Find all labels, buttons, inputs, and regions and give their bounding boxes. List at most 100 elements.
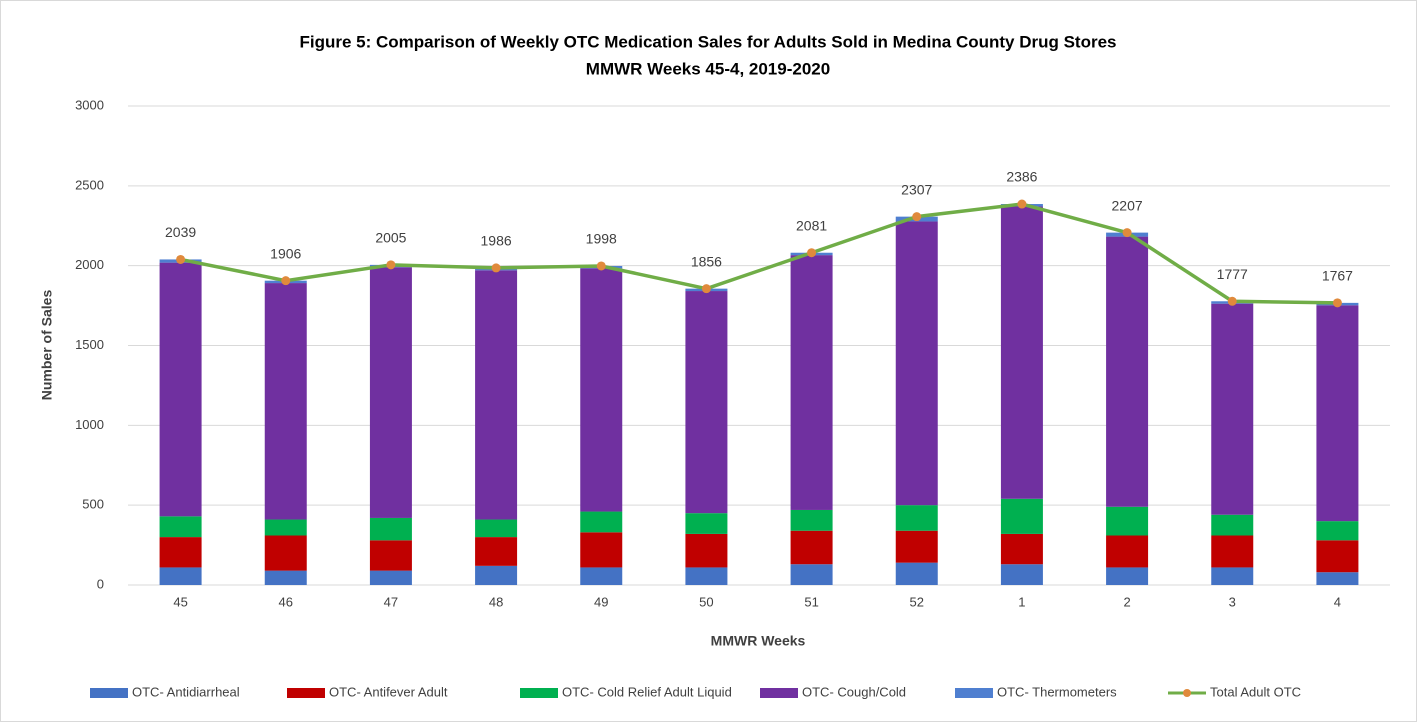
- bar-segment: [264, 570, 307, 585]
- x-tick-label: 50: [699, 594, 713, 609]
- bar-segment: [475, 270, 518, 520]
- data-label: 2207: [1112, 197, 1143, 213]
- data-label: 1906: [270, 245, 301, 261]
- bar-segment: [1316, 305, 1359, 522]
- data-label: 2081: [796, 217, 827, 233]
- data-label: 1767: [1322, 268, 1353, 284]
- data-label: 2386: [1006, 169, 1037, 185]
- x-tick-label: 1: [1018, 594, 1025, 609]
- bar-segment: [895, 505, 938, 531]
- data-label: 2005: [375, 230, 406, 246]
- x-tick-label: 2: [1123, 594, 1130, 609]
- bar-segment: [580, 511, 623, 533]
- y-tick-label: 500: [82, 497, 104, 512]
- x-tick-label: 4: [1334, 594, 1341, 609]
- legend-label: OTC- Cold Relief Adult Liquid: [562, 684, 732, 699]
- bar-segment: [790, 564, 833, 585]
- bar-segment: [475, 519, 518, 538]
- bar-segment: [685, 291, 728, 514]
- bar-segment: [475, 537, 518, 566]
- bar-segment: [1211, 303, 1254, 515]
- bar-segment: [685, 513, 728, 534]
- bar-segment: [580, 567, 623, 585]
- chart-subtitle: MMWR Weeks 45-4, 2019-2020: [586, 59, 830, 78]
- legend-label: OTC- Thermometers: [997, 684, 1117, 699]
- bar-segment: [264, 535, 307, 571]
- total-marker: [1017, 199, 1027, 209]
- total-marker: [701, 284, 711, 294]
- x-tick-label: 3: [1229, 594, 1236, 609]
- legend-swatch: [287, 688, 325, 698]
- data-label: 2039: [165, 224, 196, 240]
- y-tick-label: 1500: [75, 337, 104, 352]
- total-marker: [912, 212, 922, 222]
- x-tick-label: 49: [594, 594, 608, 609]
- bar-segment: [895, 221, 938, 506]
- bar-segment: [790, 509, 833, 531]
- data-label: 1986: [481, 233, 512, 249]
- x-tick-label: 45: [173, 594, 187, 609]
- bar-segment: [264, 519, 307, 536]
- legend-label: OTC- Cough/Cold: [802, 684, 906, 699]
- bar-segment: [580, 268, 623, 512]
- legend-swatch: [955, 688, 993, 698]
- bar-segment: [159, 567, 202, 585]
- data-label: 1856: [691, 253, 722, 269]
- x-tick-label: 48: [489, 594, 503, 609]
- bar-segment: [1211, 567, 1254, 585]
- x-tick-label: 46: [279, 594, 293, 609]
- x-tick-label: 52: [910, 594, 924, 609]
- chart-title: Figure 5: Comparison of Weekly OTC Medic…: [299, 32, 1116, 51]
- legend-marker: [1183, 689, 1191, 697]
- bar-segment: [1316, 572, 1359, 585]
- bar-segment: [159, 537, 202, 568]
- x-tick-label: 47: [384, 594, 398, 609]
- legend-label: OTC- Antidiarrheal: [132, 684, 240, 699]
- bar-segment: [685, 567, 728, 585]
- bar-segment: [264, 283, 307, 520]
- y-tick-label: 3000: [75, 97, 104, 112]
- bar-segment: [895, 562, 938, 585]
- bar-segment: [1211, 514, 1254, 536]
- legend-label: OTC- Antifever Adult: [329, 684, 448, 699]
- bar-segment: [1106, 506, 1149, 536]
- total-marker: [1332, 298, 1342, 308]
- data-label: 1777: [1217, 266, 1248, 282]
- bar-segment: [1000, 498, 1043, 534]
- total-marker: [807, 248, 817, 258]
- legend-swatch: [90, 688, 128, 698]
- bar-segment: [369, 570, 412, 585]
- bar-segment: [369, 540, 412, 571]
- bar-segment: [1000, 533, 1043, 565]
- x-axis-title: MMWR Weeks: [711, 633, 806, 649]
- total-line: [180, 202, 1338, 305]
- legend-swatch: [760, 688, 798, 698]
- total-marker: [386, 260, 396, 270]
- total-marker: [176, 254, 186, 264]
- total-marker: [491, 263, 501, 273]
- bar-segment: [895, 530, 938, 563]
- total-marker: [281, 276, 291, 286]
- bar-segment: [580, 532, 623, 568]
- total-marker: [1122, 228, 1132, 238]
- data-label: 2307: [901, 181, 932, 197]
- bar-segment: [790, 530, 833, 565]
- bar-segment: [159, 516, 202, 538]
- bar-segment: [1211, 535, 1254, 568]
- bar-segment: [685, 533, 728, 568]
- bar-segment: [1106, 535, 1149, 568]
- total-marker: [1227, 296, 1237, 306]
- bar-segment: [1316, 540, 1359, 573]
- data-label: 1998: [586, 231, 617, 247]
- y-tick-label: 0: [97, 576, 104, 591]
- legend-swatch: [520, 688, 558, 698]
- bar-segment: [1106, 567, 1149, 585]
- bar-segment: [369, 267, 412, 518]
- bar-segment: [1000, 206, 1043, 499]
- bar-segment: [369, 517, 412, 541]
- bar-segment: [159, 262, 202, 517]
- bar-segment: [475, 565, 518, 585]
- bar-segment: [1316, 521, 1359, 541]
- total-marker: [596, 261, 606, 271]
- y-tick-label: 2000: [75, 257, 104, 272]
